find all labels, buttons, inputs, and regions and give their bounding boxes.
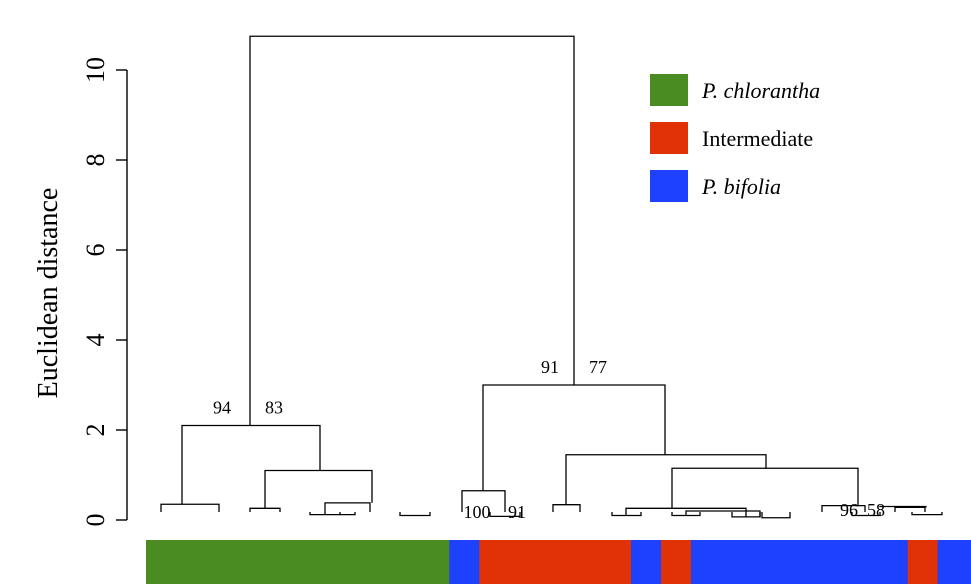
merge-link bbox=[851, 512, 881, 517]
legend-swatch bbox=[650, 122, 688, 154]
y-tick-label: 10 bbox=[81, 57, 110, 83]
group-color-bar bbox=[146, 540, 971, 584]
group-bar-segment bbox=[691, 540, 909, 584]
bootstrap-label: 91 bbox=[541, 357, 559, 377]
bootstrap-label: 77 bbox=[589, 357, 607, 377]
legend-label: P. bifolia bbox=[701, 174, 781, 199]
merge-link bbox=[671, 467, 859, 509]
group-bar-segment bbox=[449, 540, 480, 584]
merge-link bbox=[565, 454, 767, 505]
y-axis: 0 2 4 6 8 10 bbox=[81, 57, 128, 527]
group-bar-segment bbox=[661, 540, 692, 584]
bootstrap-label: 91 bbox=[508, 502, 526, 522]
root-link bbox=[249, 35, 575, 426]
merge-link bbox=[264, 469, 373, 509]
merge-link bbox=[181, 424, 321, 505]
y-tick-label: 8 bbox=[81, 154, 110, 167]
bootstrap-label: 94 bbox=[213, 398, 231, 418]
merge-link bbox=[482, 384, 666, 491]
merge-link bbox=[879, 505, 927, 508]
node-labels: 94 83 91 77 100 91 96 58 bbox=[213, 357, 885, 522]
group-bar-segment bbox=[631, 540, 662, 584]
merge-link bbox=[340, 512, 356, 516]
y-tick-label: 2 bbox=[81, 424, 110, 437]
legend: P. chlorantha Intermediate P. bifolia bbox=[650, 74, 820, 202]
legend-swatch bbox=[650, 170, 688, 202]
group-bar-segment bbox=[907, 540, 939, 584]
merge-link bbox=[821, 504, 866, 512]
bootstrap-label: 96 bbox=[840, 500, 858, 520]
merge-link bbox=[324, 502, 371, 515]
merge-link bbox=[894, 506, 926, 512]
dendrogram-tree bbox=[160, 35, 943, 519]
merge-link bbox=[911, 512, 943, 516]
merge-link bbox=[160, 503, 220, 512]
y-tick-label: 0 bbox=[81, 514, 110, 527]
legend-swatch bbox=[650, 74, 688, 106]
merge-link bbox=[761, 512, 791, 519]
legend-label: P. chlorantha bbox=[701, 78, 820, 103]
group-bar-segment bbox=[146, 540, 450, 584]
merge-link bbox=[489, 512, 521, 518]
merge-link bbox=[399, 512, 431, 517]
group-bar-segment bbox=[937, 540, 971, 584]
merge-link bbox=[552, 504, 581, 512]
y-tick-label: 4 bbox=[81, 334, 110, 347]
legend-label: Intermediate bbox=[702, 126, 813, 151]
y-tick-label: 6 bbox=[81, 244, 110, 257]
merge-link bbox=[249, 507, 281, 512]
group-bar-segment bbox=[479, 540, 632, 584]
bootstrap-label: 58 bbox=[867, 500, 885, 520]
merge-link bbox=[685, 510, 761, 517]
bootstrap-label: 100 bbox=[464, 502, 491, 522]
merge-link bbox=[625, 507, 747, 517]
bootstrap-label: 83 bbox=[265, 398, 283, 418]
y-axis-label: Euclidean distance bbox=[33, 188, 64, 399]
